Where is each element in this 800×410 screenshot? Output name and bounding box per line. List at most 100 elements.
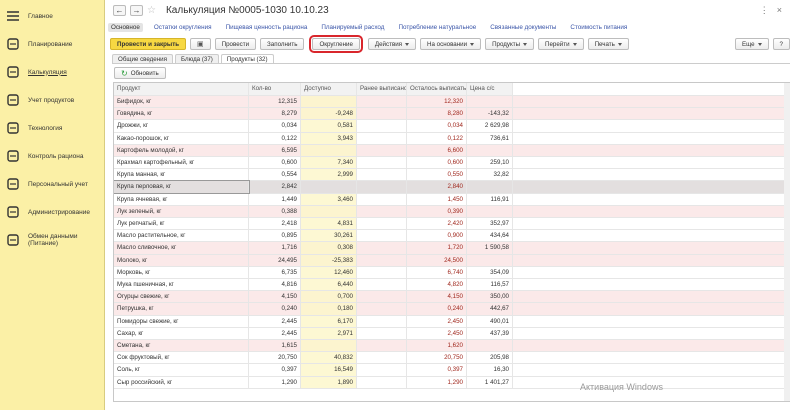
tab[interactable]: Общие сведения — [112, 54, 173, 64]
toolbar-button[interactable]: Заполнить — [260, 38, 305, 50]
sidebar-label: Калькуляция — [28, 68, 67, 76]
column-header[interactable]: Цена с/с — [467, 83, 513, 95]
sidebar-item[interactable]: Обмен данными (Питание) — [6, 230, 102, 250]
table-row[interactable]: Морковь, кг 6,735 12,460 6,740 354,09 — [114, 266, 784, 279]
toolbar-button[interactable]: Продукты — [485, 38, 535, 50]
tab[interactable]: Продукты (32) — [220, 54, 274, 64]
scrollbar[interactable] — [784, 83, 790, 401]
table-row[interactable]: Сок фруктовый, кг 20,750 40,832 20,750 205,9… — [114, 352, 784, 365]
table-row[interactable]: Говядина, кг 8,279 -9,248 8,280 -143,32 — [114, 108, 784, 121]
table-cell: 0,388 — [249, 205, 301, 217]
table-cell: 8,280 — [407, 108, 467, 120]
column-header[interactable]: Кол-во — [249, 83, 301, 95]
table-row[interactable]: Петрушка, кг 0,240 0,180 0,240 442,67 — [114, 303, 784, 316]
nav-links: Основное Остатки округления Пищевая ценнос… — [108, 21, 630, 33]
table-row[interactable]: Огурцы свежие, кг 4,150 0,700 4,150 350,00 — [114, 291, 784, 304]
table-row[interactable]: Какао-порошок, кг 0,122 3,943 0,122 736,61 — [114, 132, 784, 145]
column-header[interactable]: Продукт — [114, 83, 249, 95]
sidebar-item[interactable]: Технология — [6, 118, 102, 138]
table-cell — [357, 96, 407, 108]
column-header[interactable]: Ранее выписано — [357, 83, 407, 95]
save-button[interactable]: ▣ — [190, 38, 211, 50]
help-button[interactable]: ? — [772, 38, 790, 50]
table-row[interactable]: Молоко, кг 24,495 -25,383 24,500 — [114, 254, 784, 267]
nav-link[interactable]: Связанные документы — [490, 23, 557, 31]
nav-link[interactable]: Остатки округления — [153, 23, 212, 31]
table-cell: 0,700 — [301, 291, 357, 303]
table-row[interactable]: Крупа манная, кг 0,554 2,999 0,550 32,82 — [114, 169, 784, 182]
table-cell: 434,64 — [467, 230, 513, 242]
table-cell: 0,240 — [407, 303, 467, 315]
table-cell: Сок фруктовый, кг — [114, 352, 249, 364]
products-table: Продукт Кол-во Доступно Ранее выписано Остал… — [113, 82, 790, 402]
dropdown-arrow — [757, 42, 762, 46]
column-header[interactable]: Доступно — [301, 83, 357, 95]
table-cell — [357, 169, 407, 181]
table-cell — [357, 327, 407, 339]
nav-link[interactable]: Планируемый расход — [321, 23, 385, 31]
table-row[interactable]: Соль, кг 0,397 16,549 0,397 16,30 — [114, 364, 784, 377]
table-cell — [357, 205, 407, 217]
table-cell — [301, 96, 357, 108]
sidebar-item[interactable]: Персональный учет — [6, 174, 102, 194]
table-row[interactable]: Масло растительное, кг 0,895 30,261 0,900 43… — [114, 230, 784, 243]
toolbar-button[interactable]: Округление — [309, 35, 363, 53]
table-cell: Мука пшеничная, кг — [114, 279, 249, 291]
nav-link[interactable]: Стоимость питания — [570, 23, 628, 31]
table-cell: 4,150 — [249, 291, 301, 303]
more-button[interactable]: Еще — [734, 38, 769, 50]
table-row[interactable]: Крупа ячневая, кг 1,449 3,460 1,450 116,91 — [114, 193, 784, 206]
table-row[interactable]: Помидоры свежие, кг 2,445 6,170 2,450 490,01 — [114, 315, 784, 328]
sidebar-icon — [7, 122, 19, 134]
sidebar-item[interactable]: Калькуляция — [6, 62, 102, 82]
button-label: Провести и закрыть — [117, 40, 180, 48]
nav-link[interactable]: Основное — [108, 22, 143, 32]
table-row[interactable]: Бифидок, кг 12,315 12,320 — [114, 96, 784, 109]
table-cell: 2,420 — [407, 218, 467, 230]
toolbar-button[interactable]: Провести — [214, 38, 257, 50]
table-cell: Крупа перловая, кг — [114, 180, 250, 194]
table-cell: 0,122 — [249, 132, 301, 144]
nav-link[interactable]: Пищевая ценность рациона — [225, 23, 308, 31]
table-row[interactable]: Лук репчатый, кг 2,418 4,831 2,420 352,97 — [114, 218, 784, 231]
table-row[interactable]: Мука пшеничная, кг 4,816 6,440 4,820 116,57 — [114, 279, 784, 292]
table-cell: 4,816 — [249, 279, 301, 291]
table-row[interactable]: Картофель молодой, кг 6,595 6,600 — [114, 144, 784, 157]
toolbar-button[interactable]: Провести и закрыть — [110, 38, 187, 50]
back-button[interactable]: ← — [113, 4, 126, 16]
favorite-star[interactable]: ☆ — [147, 4, 156, 16]
table-cell: Лук репчатый, кг — [114, 218, 249, 230]
toolbar-button[interactable]: Печать — [587, 38, 629, 50]
table-cell: Говядина, кг — [114, 108, 249, 120]
table-row[interactable]: Лук зеленый, кг 0,388 0,390 — [114, 205, 784, 218]
table-cell: 490,01 — [467, 315, 513, 327]
forward-button[interactable]: → — [130, 4, 143, 16]
window-controls[interactable]: ⋮× — [759, 4, 790, 15]
sidebar-item[interactable]: Контроль рациона — [6, 146, 102, 166]
toolbar-button[interactable]: Перейти — [538, 38, 584, 50]
table-cell: 8,279 — [249, 108, 301, 120]
table-cell: -25,383 — [301, 254, 357, 266]
toolbar-button[interactable]: Действия — [367, 38, 417, 50]
toolbar-button[interactable]: На основании — [420, 38, 482, 50]
table-cell: Дрожжи, кг — [114, 120, 249, 132]
table-row[interactable]: Сахар, кг 2,445 2,971 2,450 437,39 — [114, 327, 784, 340]
table-row[interactable]: Крахмал картофельный, кг 0,600 7,340 0,600 2… — [114, 157, 784, 170]
sidebar-icon — [7, 234, 19, 246]
sidebar-item[interactable]: Учет продуктов — [6, 90, 102, 110]
nav-link[interactable]: Потребление натуральное — [398, 23, 477, 31]
tab[interactable]: Блюда (37) — [174, 54, 219, 64]
sidebar-icon — [7, 66, 19, 78]
column-header[interactable]: Осталось выписать — [407, 83, 467, 95]
sidebar-item[interactable]: Администрирование — [6, 202, 102, 222]
table-row[interactable]: Сметана, кг 1,615 1,620 — [114, 340, 784, 353]
sidebar-item[interactable]: Главное — [6, 6, 102, 26]
table-row[interactable]: Дрожжи, кг 0,034 0,581 0,034 2 629,98 — [114, 120, 784, 133]
table-row[interactable]: Сыр российский, кг 1,290 1,890 1,290 1 401,2… — [114, 376, 784, 389]
table-cell: 354,09 — [467, 266, 513, 278]
table-row[interactable]: Масло сливочное, кг 1,716 0,308 1,720 1 590,… — [114, 242, 784, 255]
table-cell: Лук зеленый, кг — [114, 205, 249, 217]
table-row[interactable]: Крупа перловая, кг 2,842 2,840 — [114, 180, 784, 194]
refresh-button[interactable]: ↻ Обновить — [114, 67, 166, 79]
sidebar-item[interactable]: Планирование — [6, 34, 102, 54]
